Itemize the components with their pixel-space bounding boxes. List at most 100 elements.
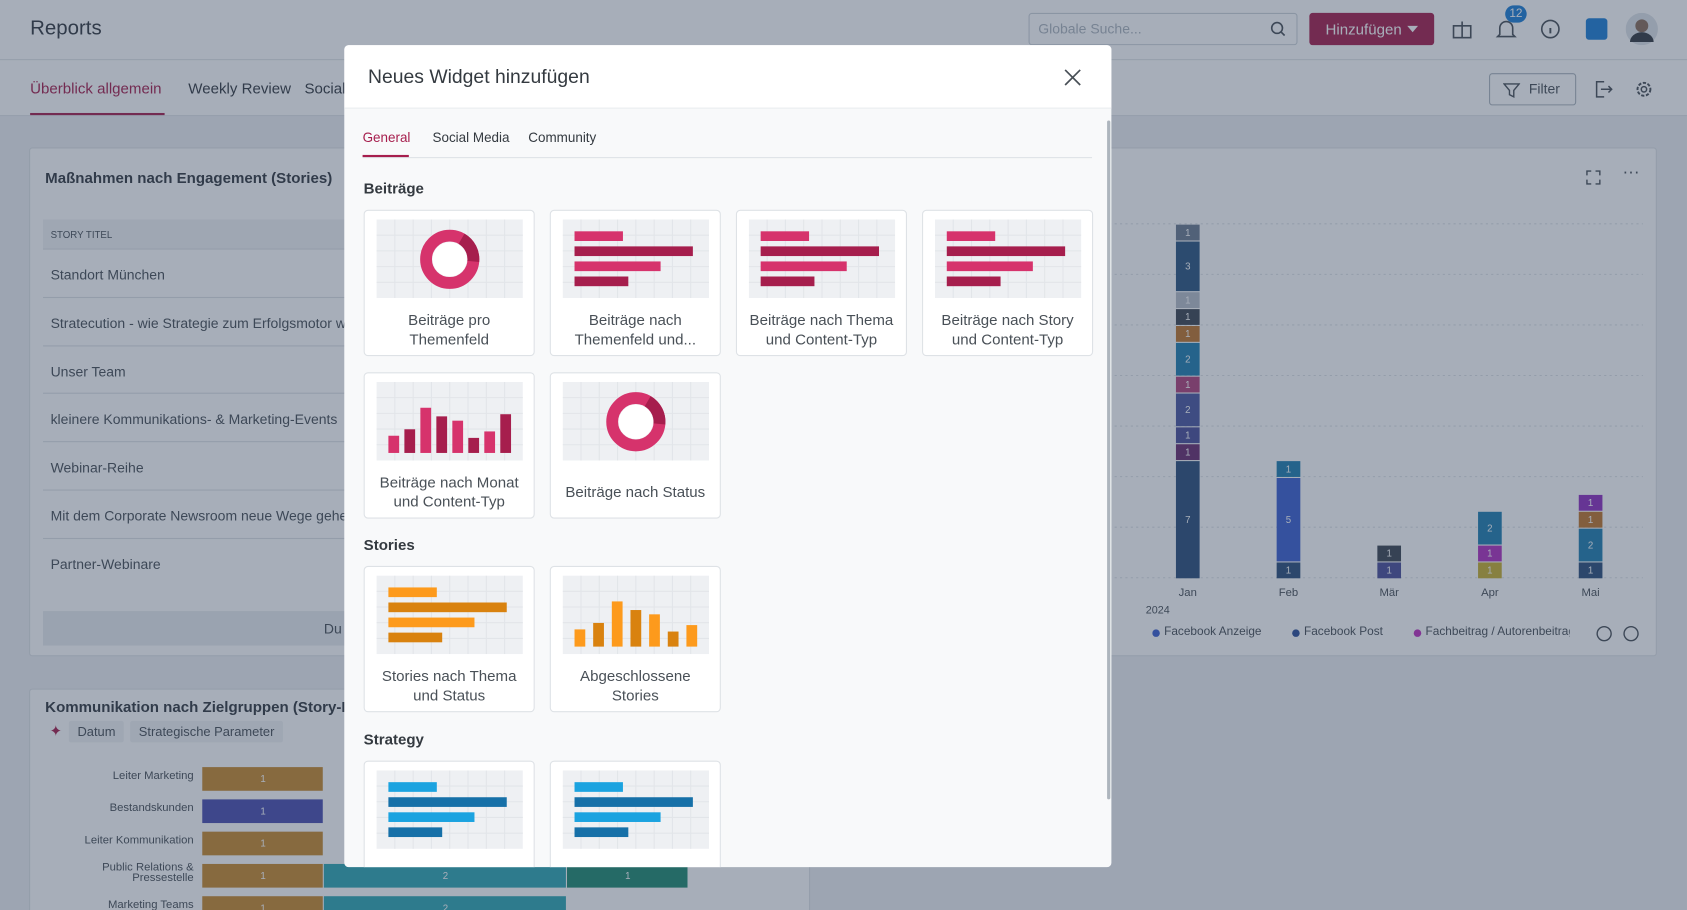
thumb-bar <box>404 429 416 453</box>
data-label: 1 <box>1185 329 1190 340</box>
widget-card[interactable]: Beiträge nach Monat und Content-Typ <box>363 372 535 519</box>
thumb-bar <box>574 231 623 241</box>
thumb-bar <box>593 622 604 647</box>
widget-card[interactable]: Beiträge nach Thema und Content-Typ <box>735 209 907 357</box>
thumb-bar <box>468 437 480 453</box>
section-title: Beiträge <box>363 179 424 197</box>
thumb-bar <box>388 602 507 613</box>
icon <box>1635 19 1649 33</box>
y-label: Public Relations & Pressestelle <box>102 861 194 884</box>
data-label: 1 <box>1185 228 1190 239</box>
icon <box>1629 32 1654 42</box>
card-thumbnail <box>562 381 710 461</box>
pager-arrow <box>1596 626 1612 642</box>
thumb-bar <box>686 625 698 647</box>
thumb-bar <box>760 276 815 287</box>
tab[interactable]: Überblick allgemein <box>30 79 162 97</box>
search-box[interactable]: Globale Suche... <box>1028 12 1298 46</box>
data-label: 1 <box>260 871 265 882</box>
filter-chip[interactable]: Strategische Parameter <box>130 720 284 743</box>
data-label: 1 <box>625 871 630 882</box>
widget-card[interactable]: Beiträge nach Story und Content-Typ <box>922 209 1094 357</box>
bell-icon <box>1495 20 1517 38</box>
filter-button[interactable]: Filter <box>1489 73 1577 106</box>
bar-segment <box>1578 511 1603 528</box>
modal-tab[interactable]: General <box>362 130 411 146</box>
widget-card[interactable]: Strategie-Parameter in <box>549 760 721 868</box>
modal-tab[interactable]: Social Media <box>432 130 510 146</box>
legend-label: Fachbeitrag / Autorenbeitrag <box>1425 625 1570 639</box>
widget-card[interactable]: Beiträge pro Themenfeld <box>363 209 535 357</box>
close-button[interactable] <box>1063 68 1082 87</box>
bar-segment <box>202 896 323 910</box>
widget-card[interactable]: Beiträge nach Status <box>549 372 721 519</box>
bar-segment <box>1175 376 1200 393</box>
data-label: 7 <box>1185 515 1190 526</box>
thumb-bar <box>760 261 847 272</box>
bar-segment <box>1175 461 1200 579</box>
donut <box>420 229 480 289</box>
tab[interactable]: Weekly Review <box>188 79 291 97</box>
widget-title: Kommunikation nach Zielgruppen (Story-Eb… <box>45 698 370 716</box>
bar-segment <box>1175 325 1200 342</box>
story-title: Webinar-Reihe <box>50 459 144 476</box>
thumb-bar <box>388 797 507 807</box>
thumb-bar <box>436 416 448 453</box>
card-thumbnail <box>376 770 523 849</box>
card-thumbnail <box>376 219 523 299</box>
info-icon <box>1540 19 1560 39</box>
card-label: Beiträge nach Status <box>565 482 706 500</box>
data-label: 1 <box>1286 566 1291 577</box>
thumb-bar <box>946 261 1033 272</box>
y-label: Bestandskunden <box>110 802 194 814</box>
card-label: Beiträge nach Story und Content-Typ <box>941 310 1074 347</box>
filter-chip[interactable]: Datum <box>68 720 125 743</box>
bar-segment <box>566 863 688 888</box>
icon <box>1586 170 1601 185</box>
icon <box>1596 626 1612 642</box>
data-label: 2 <box>1487 523 1492 534</box>
icon <box>1280 31 1286 37</box>
data-label: 2 <box>443 871 448 882</box>
data-label: 1 <box>1286 464 1291 475</box>
timeline-chart: Jan71121211131Feb151Mär11Apr112Mai121120… <box>1109 223 1643 616</box>
data-label: 2 <box>1185 354 1190 365</box>
thumb-bar <box>484 431 496 453</box>
bar-segment <box>1377 545 1402 562</box>
app-icon <box>1585 18 1608 40</box>
card-thumbnail <box>562 575 710 655</box>
widget-card[interactable]: Stories nach Thema und Status <box>363 565 535 713</box>
thumb-bar <box>452 420 464 453</box>
label-line: Public Relations & <box>102 861 194 873</box>
thumb-bar <box>574 782 623 792</box>
tab[interactable]: Social <box>304 79 346 97</box>
data-label: 1 <box>260 839 265 850</box>
bar-segment <box>202 831 323 856</box>
legend-label: Facebook Post <box>1303 625 1383 639</box>
icon <box>1623 626 1639 642</box>
modal-tab[interactable]: Community <box>528 130 597 146</box>
card-thumbnail <box>562 770 710 849</box>
bar-segment <box>1478 511 1502 545</box>
thumb-bar <box>667 631 679 647</box>
expand-icon <box>1586 170 1601 185</box>
search-placeholder: Globale Suche... <box>1038 20 1142 37</box>
card-label: Stories nach Thema und Status <box>381 666 517 704</box>
thumb-bar <box>388 782 437 792</box>
page-title: Reports <box>30 17 102 40</box>
thumb-bar <box>630 610 642 647</box>
widget-card[interactable]: Strategie-Parameter in <box>363 760 535 868</box>
widget-card[interactable]: Beiträge nach Themenfeld und... <box>549 209 721 357</box>
add-button[interactable]: Hinzufügen <box>1309 12 1435 46</box>
x-tick-label: Apr <box>1481 587 1499 599</box>
x-tick-label: Feb <box>1279 587 1298 599</box>
bar-segment <box>202 799 323 824</box>
caret <box>1407 25 1419 33</box>
widget-card[interactable]: Abgeschlossene Stories <box>549 565 721 713</box>
notification-badge: 12 <box>1505 5 1527 23</box>
x-tick-label: Jan <box>1179 587 1197 599</box>
icon <box>1407 25 1419 33</box>
icon <box>1270 21 1284 35</box>
card-label: Beiträge pro Themenfeld <box>408 310 491 347</box>
